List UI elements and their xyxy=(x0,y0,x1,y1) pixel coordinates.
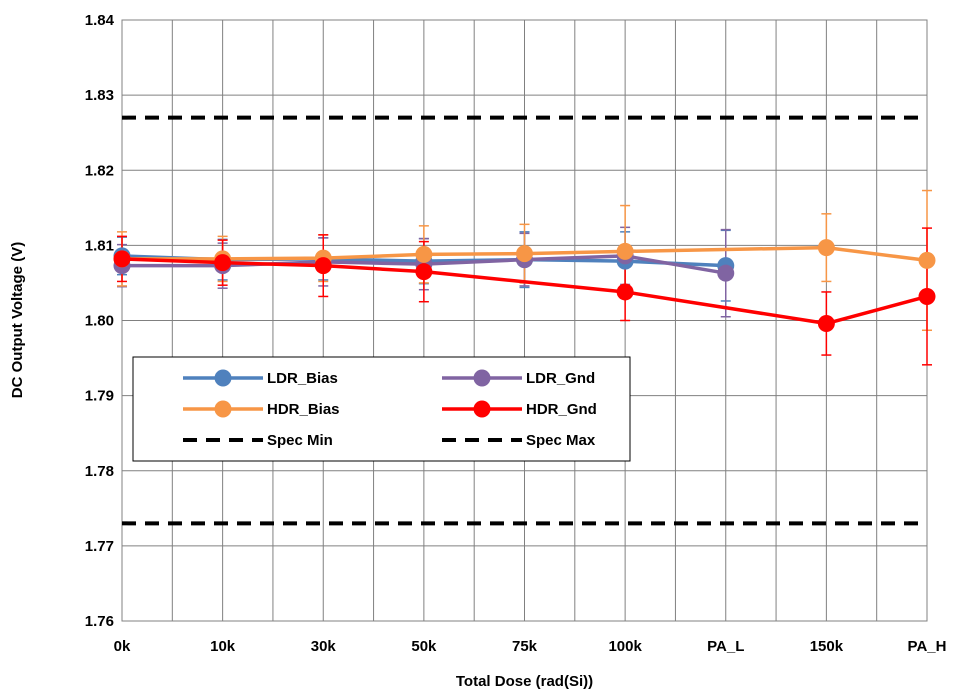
legend-label-hdr-bias: HDR_Bias xyxy=(267,401,340,418)
legend-marker-ldr-gnd xyxy=(473,369,491,387)
x-tick-label: 30k xyxy=(311,638,337,655)
y-tick-label: 1.84 xyxy=(85,12,115,29)
legend: LDR_Bias LDR_Gnd HDR_Bias HDR_Gnd Spec Min Sp… xyxy=(132,356,631,462)
legend-label-ldr-gnd: LDR_Gnd xyxy=(526,370,595,387)
hdr-gnd-point xyxy=(113,250,131,268)
hdr-bias-point xyxy=(516,245,533,263)
series xyxy=(113,189,936,366)
spec-lines xyxy=(122,115,927,526)
y-tick-label: 1.79 xyxy=(85,388,114,405)
x-axis-title: Total Dose (rad(Si)) xyxy=(456,673,593,690)
legend-label-spec-min: Spec Min xyxy=(267,432,333,449)
x-tick-label: 50k xyxy=(411,638,437,655)
hdr-bias-point xyxy=(817,239,835,257)
y-tick-label: 1.83 xyxy=(85,87,114,104)
hdr-gnd-point xyxy=(817,315,835,333)
x-tick-label: 150k xyxy=(810,638,844,655)
x-tick-label: 75k xyxy=(512,638,538,655)
y-tick-label: 1.82 xyxy=(85,162,114,179)
legend-label-hdr-gnd: HDR_Gnd xyxy=(526,401,597,418)
y-tick-label: 1.81 xyxy=(85,237,114,254)
legend-label-ldr-bias: LDR_Bias xyxy=(267,370,338,387)
y-tick-label: 1.77 xyxy=(85,538,114,555)
x-tick-labels: 0k 10k 30k 50k 75k 100k PA_L 150k PA_H xyxy=(114,638,947,655)
legend-marker-ldr-bias xyxy=(214,369,232,387)
x-tick-label: PA_H xyxy=(908,638,947,655)
hdr-gnd-point xyxy=(314,257,332,275)
x-tick-label: 10k xyxy=(210,638,236,655)
hdr-bias-point xyxy=(918,251,936,269)
hdr-bias-point xyxy=(415,245,433,263)
hdr-bias-line xyxy=(122,245,928,263)
legend-marker-hdr-gnd xyxy=(473,400,491,418)
legend-marker-hdr-bias xyxy=(214,400,232,418)
x-tick-label: PA_L xyxy=(707,638,744,655)
x-tick-label: 0k xyxy=(114,638,131,655)
hdr-gnd-point xyxy=(214,254,232,272)
legend-label-spec-max: Spec Max xyxy=(526,432,596,449)
hdr-gnd-point xyxy=(415,263,433,281)
ldr-gnd-point xyxy=(717,264,735,282)
hdr-gnd-point xyxy=(616,283,634,301)
hdr-bias-point xyxy=(616,242,634,260)
y-tick-labels: 1.76 1.77 1.78 1.79 1.80 1.81 1.82 1.83 1.84 xyxy=(85,12,115,630)
y-tick-label: 1.78 xyxy=(85,463,114,480)
x-tick-label: 100k xyxy=(608,638,642,655)
y-tick-label: 1.76 xyxy=(85,613,114,630)
hdr-gnd-point xyxy=(918,287,936,305)
y-axis-title: DC Output Voltage (V) xyxy=(9,242,26,398)
y-tick-label: 1.80 xyxy=(85,313,114,330)
